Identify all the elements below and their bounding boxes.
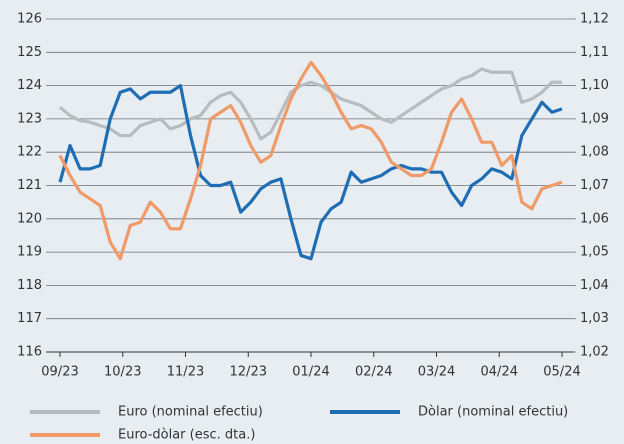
series-line: [58, 84, 563, 261]
y-tick-label: 121: [17, 178, 42, 193]
y-tick-label: 120: [17, 211, 42, 226]
x-tick-label: 01/24: [292, 365, 329, 380]
y-tick-label: 116: [17, 345, 42, 360]
y-tick-label: 125: [17, 45, 42, 60]
y2-tick-label: 1,10: [580, 78, 609, 93]
y-tick-label: 124: [17, 78, 42, 93]
y2-tick-label: 1,02: [580, 345, 609, 360]
y2-tick-label: 1,07: [580, 178, 609, 193]
y-tick-label: 118: [17, 278, 42, 293]
x-tick-label: 04/24: [481, 365, 518, 380]
x-tick-label: 02/24: [355, 365, 392, 380]
series-line: [58, 67, 562, 141]
y-tick-label: 122: [17, 145, 42, 160]
x-tick-label: 05/24: [543, 365, 580, 380]
y-tick-label: 117: [17, 311, 42, 326]
y2-tick-label: 1,08: [580, 145, 609, 160]
y2-tick-label: 1,05: [580, 245, 609, 260]
y2-tick-label: 1,12: [580, 12, 609, 27]
x-tick-label: 11/23: [167, 365, 204, 380]
y2-tick-label: 1,09: [580, 111, 609, 126]
y2-tick-label: 1,03: [580, 311, 609, 326]
y-tick-label: 126: [17, 12, 42, 27]
x-tick-label: 10/23: [104, 365, 141, 380]
legend-label: Dòlar (nominal efectiu): [418, 405, 568, 420]
x-tick-label: 12/23: [230, 365, 267, 380]
legend-label: Euro-dòlar (esc. dta.): [118, 428, 255, 443]
series-line: [58, 60, 563, 261]
x-tick-label: 03/24: [418, 365, 455, 380]
legend-label: Euro (nominal efectiu): [118, 405, 263, 420]
x-tick-label: 09/23: [41, 365, 78, 380]
y2-tick-label: 1,11: [580, 45, 609, 60]
y2-tick-label: 1,04: [580, 278, 609, 293]
y-tick-label: 119: [17, 245, 42, 260]
y2-tick-label: 1,06: [580, 211, 609, 226]
y-tick-label: 123: [17, 111, 42, 126]
